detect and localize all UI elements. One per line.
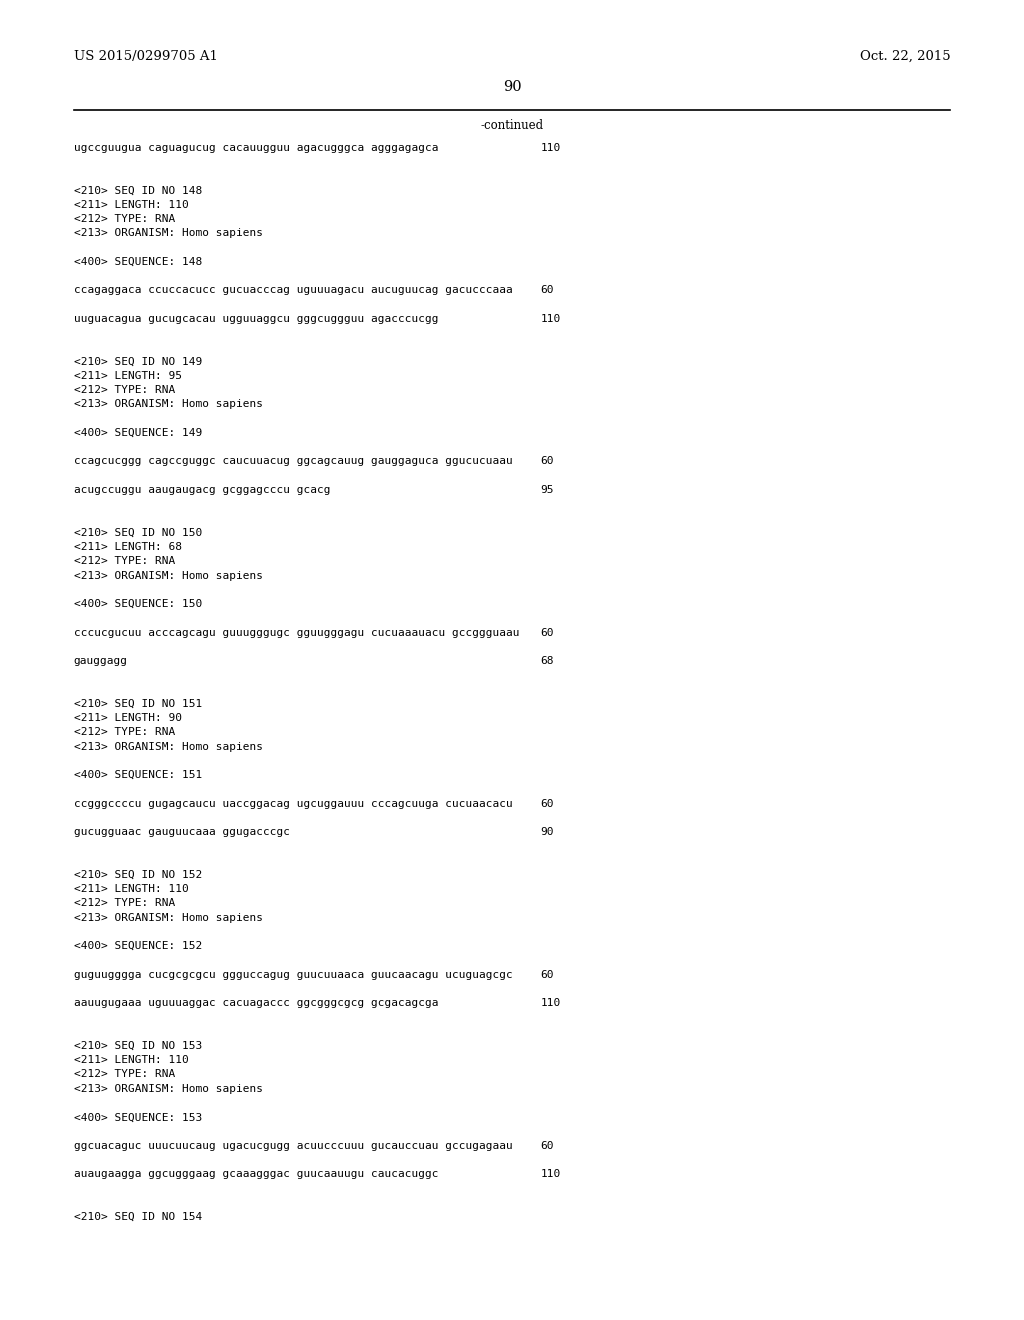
Text: ccagcucggg cagccguggc caucuuacug ggcagcauug gauggaguca ggucucuaau: ccagcucggg cagccguggc caucuuacug ggcagca… xyxy=(74,457,512,466)
Text: 68: 68 xyxy=(541,656,554,667)
Text: 110: 110 xyxy=(541,998,561,1008)
Text: <210> SEQ ID NO 151: <210> SEQ ID NO 151 xyxy=(74,698,202,709)
Text: <213> ORGANISM: Homo sapiens: <213> ORGANISM: Homo sapiens xyxy=(74,742,263,751)
Text: <212> TYPE: RNA: <212> TYPE: RNA xyxy=(74,556,175,566)
Text: ccagaggaca ccuccacucc gucuacccag uguuuagacu aucuguucag gacucccaaa: ccagaggaca ccuccacucc gucuacccag uguuuag… xyxy=(74,285,512,296)
Text: <400> SEQUENCE: 148: <400> SEQUENCE: 148 xyxy=(74,257,202,267)
Text: <213> ORGANISM: Homo sapiens: <213> ORGANISM: Homo sapiens xyxy=(74,1084,263,1094)
Text: 110: 110 xyxy=(541,1170,561,1179)
Text: ugccguugua caguagucug cacauugguu agacugggca agggagagca: ugccguugua caguagucug cacauugguu agacugg… xyxy=(74,143,438,153)
Text: <211> LENGTH: 95: <211> LENGTH: 95 xyxy=(74,371,181,381)
Text: <210> SEQ ID NO 153: <210> SEQ ID NO 153 xyxy=(74,1041,202,1051)
Text: <400> SEQUENCE: 151: <400> SEQUENCE: 151 xyxy=(74,770,202,780)
Text: <211> LENGTH: 110: <211> LENGTH: 110 xyxy=(74,1055,188,1065)
Text: 90: 90 xyxy=(541,828,554,837)
Text: <211> LENGTH: 110: <211> LENGTH: 110 xyxy=(74,199,188,210)
Text: <210> SEQ ID NO 152: <210> SEQ ID NO 152 xyxy=(74,870,202,880)
Text: ggcuacaguc uuucuucaug ugacucgugg acuucccuuu gucauccuau gccugagaau: ggcuacaguc uuucuucaug ugacucgugg acuuccc… xyxy=(74,1140,512,1151)
Text: <212> TYPE: RNA: <212> TYPE: RNA xyxy=(74,899,175,908)
Text: <400> SEQUENCE: 152: <400> SEQUENCE: 152 xyxy=(74,941,202,952)
Text: gucugguaac gauguucaaa ggugacccgc: gucugguaac gauguucaaa ggugacccgc xyxy=(74,828,290,837)
Text: <400> SEQUENCE: 153: <400> SEQUENCE: 153 xyxy=(74,1113,202,1122)
Text: <213> ORGANISM: Homo sapiens: <213> ORGANISM: Homo sapiens xyxy=(74,570,263,581)
Text: 60: 60 xyxy=(541,285,554,296)
Text: US 2015/0299705 A1: US 2015/0299705 A1 xyxy=(74,50,218,63)
Text: gauggagg: gauggagg xyxy=(74,656,128,667)
Text: 60: 60 xyxy=(541,970,554,979)
Text: acugccuggu aaugaugacg gcggagcccu gcacg: acugccuggu aaugaugacg gcggagcccu gcacg xyxy=(74,484,330,495)
Text: 90: 90 xyxy=(503,81,521,94)
Text: <213> ORGANISM: Homo sapiens: <213> ORGANISM: Homo sapiens xyxy=(74,912,263,923)
Text: <212> TYPE: RNA: <212> TYPE: RNA xyxy=(74,214,175,224)
Text: 110: 110 xyxy=(541,314,561,323)
Text: ccgggccccu gugagcaucu uaccggacag ugcuggauuu cccagcuuga cucuaacacu: ccgggccccu gugagcaucu uaccggacag ugcugga… xyxy=(74,799,512,809)
Text: uuguacagua gucugcacau ugguuaggcu gggcuggguu agacccucgg: uuguacagua gucugcacau ugguuaggcu gggcugg… xyxy=(74,314,438,323)
Text: <213> ORGANISM: Homo sapiens: <213> ORGANISM: Homo sapiens xyxy=(74,400,263,409)
Text: <400> SEQUENCE: 149: <400> SEQUENCE: 149 xyxy=(74,428,202,438)
Text: 110: 110 xyxy=(541,143,561,153)
Text: <213> ORGANISM: Homo sapiens: <213> ORGANISM: Homo sapiens xyxy=(74,228,263,239)
Text: 60: 60 xyxy=(541,799,554,809)
Text: Oct. 22, 2015: Oct. 22, 2015 xyxy=(859,50,950,63)
Text: <211> LENGTH: 110: <211> LENGTH: 110 xyxy=(74,884,188,894)
Text: cccucgucuu acccagcagu guuugggugc gguugggagu cucuaaauacu gccggguaau: cccucgucuu acccagcagu guuugggugc gguuggg… xyxy=(74,627,519,638)
Text: <212> TYPE: RNA: <212> TYPE: RNA xyxy=(74,385,175,395)
Text: <212> TYPE: RNA: <212> TYPE: RNA xyxy=(74,1069,175,1080)
Text: auaugaagga ggcugggaag gcaaagggac guucaauugu caucacuggc: auaugaagga ggcugggaag gcaaagggac guucaau… xyxy=(74,1170,438,1179)
Text: -continued: -continued xyxy=(480,119,544,132)
Text: <211> LENGTH: 68: <211> LENGTH: 68 xyxy=(74,543,181,552)
Text: <210> SEQ ID NO 148: <210> SEQ ID NO 148 xyxy=(74,186,202,195)
Text: guguugggga cucgcgcgcu ggguccagug guucuuaaca guucaacagu ucuguagcgc: guguugggga cucgcgcgcu ggguccagug guucuua… xyxy=(74,970,512,979)
Text: <210> SEQ ID NO 149: <210> SEQ ID NO 149 xyxy=(74,356,202,367)
Text: <400> SEQUENCE: 150: <400> SEQUENCE: 150 xyxy=(74,599,202,609)
Text: 95: 95 xyxy=(541,484,554,495)
Text: <210> SEQ ID NO 154: <210> SEQ ID NO 154 xyxy=(74,1212,202,1222)
Text: 60: 60 xyxy=(541,457,554,466)
Text: 60: 60 xyxy=(541,1140,554,1151)
Text: 60: 60 xyxy=(541,627,554,638)
Text: <210> SEQ ID NO 150: <210> SEQ ID NO 150 xyxy=(74,528,202,537)
Text: <211> LENGTH: 90: <211> LENGTH: 90 xyxy=(74,713,181,723)
Text: <212> TYPE: RNA: <212> TYPE: RNA xyxy=(74,727,175,738)
Text: aauugugaaa uguuuaggac cacuagaccc ggcgggcgcg gcgacagcga: aauugugaaa uguuuaggac cacuagaccc ggcgggc… xyxy=(74,998,438,1008)
